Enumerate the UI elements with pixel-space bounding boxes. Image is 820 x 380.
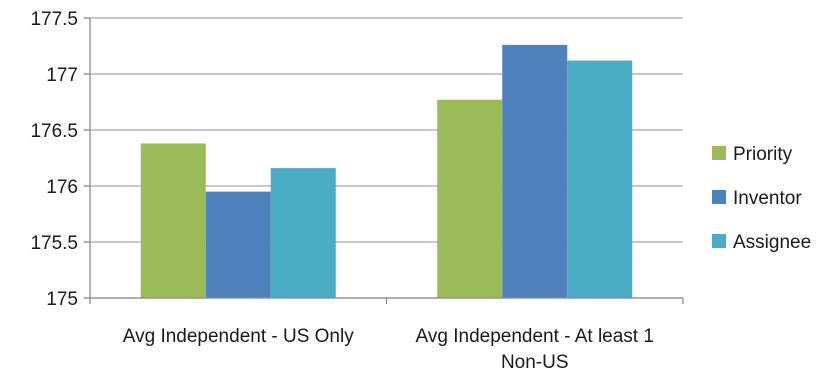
bar-assignee-2 [567, 60, 633, 299]
x-category-label: Avg Independent - US Only [123, 326, 354, 347]
bar-priority-1 [140, 143, 206, 298]
legend-label-inventor: Inventor [733, 188, 802, 209]
bar-priority-2 [437, 99, 503, 298]
legend-label-assignee: Assignee [733, 232, 811, 253]
bars [140, 44, 633, 299]
legend-swatch-priority [712, 146, 726, 160]
y-tick-label: 176.5 [30, 121, 78, 142]
legend-label-priority: Priority [733, 144, 793, 165]
bar-inventor-1 [205, 191, 271, 298]
x-category-label: Avg Independent - At least 1 [416, 326, 654, 347]
x-category-label: Non-US [501, 352, 569, 373]
x-category-labels: Avg Independent - US Only Avg Independent… [123, 326, 654, 373]
legend-swatch-inventor [712, 190, 726, 204]
bar-inventor-2 [502, 44, 568, 298]
legend-swatch-assignee [712, 234, 726, 248]
y-tick-labels: 175 175.5 176 176.5 177 177.5 [30, 9, 78, 310]
y-tick-label: 177 [46, 65, 78, 86]
y-tick-label: 176 [46, 177, 78, 198]
bar-assignee-1 [270, 168, 336, 298]
axes [84, 17, 684, 304]
legend: Priority Inventor Assignee [712, 144, 811, 253]
y-tick-label: 177.5 [30, 9, 78, 30]
y-tick-label: 175 [46, 289, 78, 310]
y-tick-label: 175.5 [30, 233, 78, 254]
